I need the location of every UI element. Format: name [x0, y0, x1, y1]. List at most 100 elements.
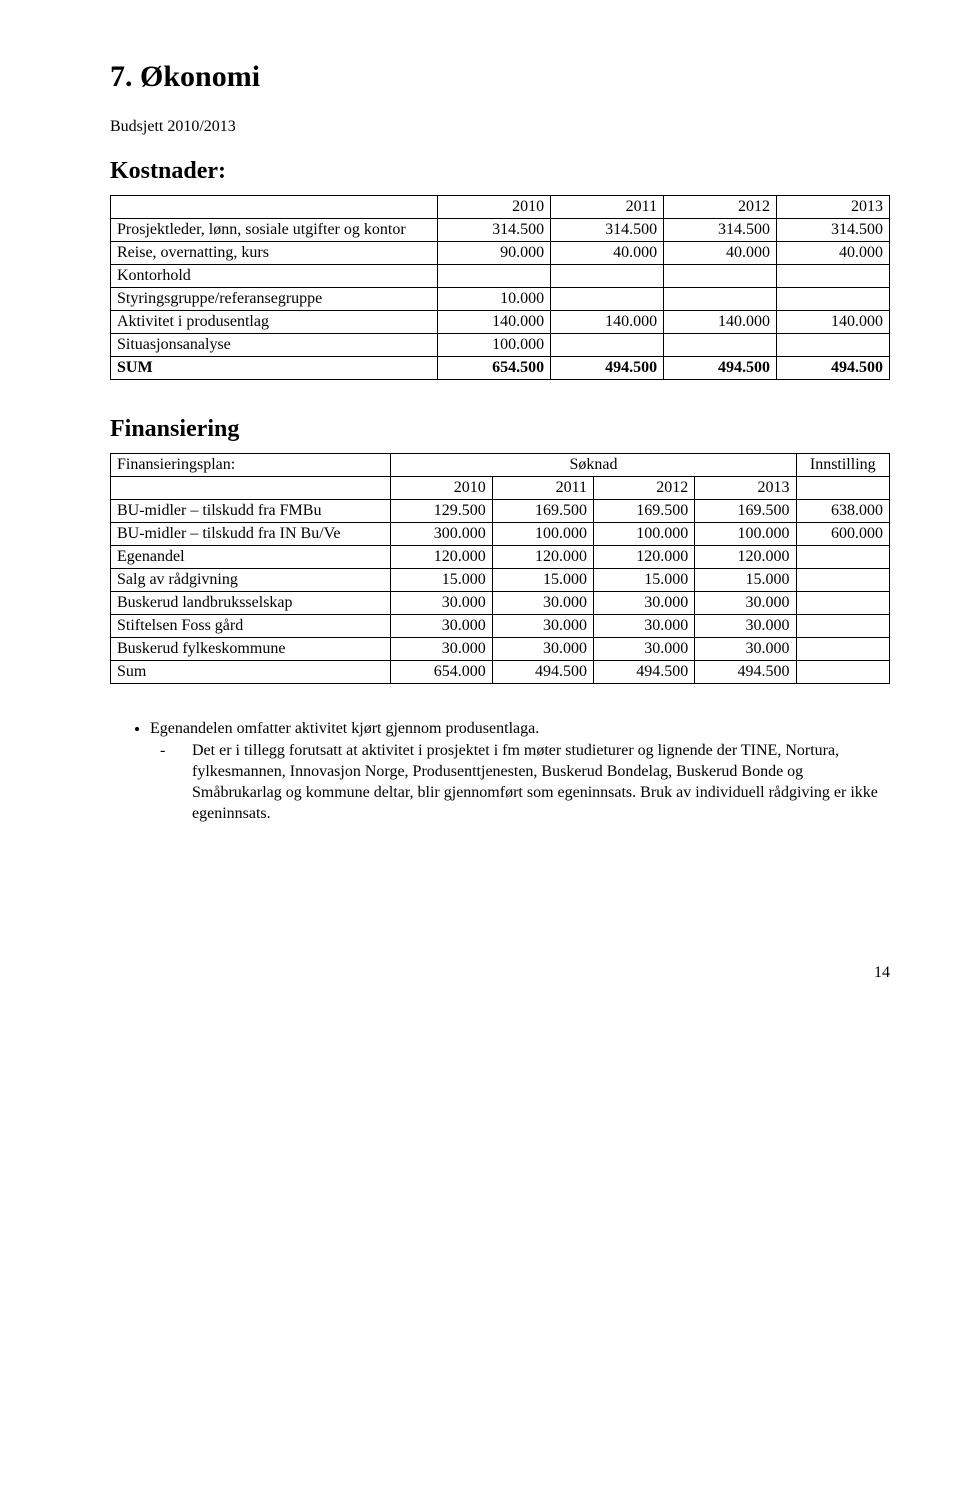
- cell: 100.000: [695, 523, 796, 546]
- cell: 40.000: [664, 242, 777, 265]
- sum-cell: 654.500: [438, 357, 551, 380]
- sum-cell: 494.500: [492, 661, 593, 684]
- cell: 169.500: [695, 500, 796, 523]
- innstilling-cell: [796, 592, 890, 615]
- notes-list: Egenandelen omfatter aktivitet kjørt gje…: [110, 720, 890, 824]
- table-row: BU-midler – tilskudd fra FMBu 129.500 16…: [111, 500, 890, 523]
- innstilling-cell: 638.000: [796, 500, 890, 523]
- kostnader-table: 2010 2011 2012 2013 Prosjektleder, lønn,…: [110, 195, 890, 380]
- cell: [551, 265, 664, 288]
- innstilling-cell: 600.000: [796, 523, 890, 546]
- cell: 10.000: [438, 288, 551, 311]
- header-blank: [111, 196, 438, 219]
- cell: 314.500: [777, 219, 890, 242]
- row-label: Stiftelsen Foss gård: [111, 615, 391, 638]
- sum-cell: 494.500: [695, 661, 796, 684]
- cell: 314.500: [438, 219, 551, 242]
- cell: 30.000: [695, 592, 796, 615]
- row-label: Salg av rådgivning: [111, 569, 391, 592]
- sum-cell: 494.500: [777, 357, 890, 380]
- row-label: Egenandel: [111, 546, 391, 569]
- table-row: Salg av rådgivning 15.000 15.000 15.000 …: [111, 569, 890, 592]
- sum-cell: 494.500: [593, 661, 694, 684]
- table-row: Situasjonsanalyse 100.000: [111, 334, 890, 357]
- table-row: Buskerud fylkeskommune 30.000 30.000 30.…: [111, 638, 890, 661]
- sum-cell: 654.000: [391, 661, 492, 684]
- sub-list: Det er i tillegg forutsatt at aktivitet …: [150, 740, 890, 824]
- bullet-text: Egenandelen omfatter aktivitet kjørt gje…: [150, 720, 539, 737]
- cell: 30.000: [391, 592, 492, 615]
- innstilling-cell: [796, 661, 890, 684]
- row-label: Kontorhold: [111, 265, 438, 288]
- dash-item: Det er i tillegg forutsatt at aktivitet …: [176, 740, 890, 824]
- year-header: 2011: [551, 196, 664, 219]
- sum-label: SUM: [111, 357, 438, 380]
- cell: 30.000: [391, 615, 492, 638]
- finansiering-heading: Finansiering: [110, 416, 890, 443]
- kostnader-heading: Kostnader:: [110, 158, 890, 185]
- row-label: BU-midler – tilskudd fra FMBu: [111, 500, 391, 523]
- cell: 100.000: [438, 334, 551, 357]
- header-blank: [111, 477, 391, 500]
- innstilling-cell: [796, 615, 890, 638]
- row-label: Buskerud fylkeskommune: [111, 638, 391, 661]
- cell: 30.000: [492, 615, 593, 638]
- cell: 30.000: [593, 592, 694, 615]
- cell: 120.000: [492, 546, 593, 569]
- table-row: BU-midler – tilskudd fra IN Bu/Ve 300.00…: [111, 523, 890, 546]
- cell: 129.500: [391, 500, 492, 523]
- row-label: Prosjektleder, lønn, sosiale utgifter og…: [111, 219, 438, 242]
- table-row: Stiftelsen Foss gård 30.000 30.000 30.00…: [111, 615, 890, 638]
- table-row: Styringsgruppe/referansegruppe 10.000: [111, 288, 890, 311]
- cell: 140.000: [664, 311, 777, 334]
- bullet-item: Egenandelen omfatter aktivitet kjørt gje…: [150, 720, 890, 824]
- innstilling-header: Innstilling: [796, 454, 890, 477]
- row-label: Styringsgruppe/referansegruppe: [111, 288, 438, 311]
- cell: 30.000: [695, 638, 796, 661]
- cell: 120.000: [593, 546, 694, 569]
- header-blank: [796, 477, 890, 500]
- cell: [777, 334, 890, 357]
- cell: 40.000: [551, 242, 664, 265]
- cell: [664, 288, 777, 311]
- cell: 140.000: [438, 311, 551, 334]
- cell: 30.000: [492, 638, 593, 661]
- year-header: 2013: [695, 477, 796, 500]
- page-number: 14: [110, 964, 890, 982]
- cell: 314.500: [551, 219, 664, 242]
- plan-label: Finansieringsplan:: [111, 454, 391, 477]
- year-header: 2012: [664, 196, 777, 219]
- cell: 30.000: [492, 592, 593, 615]
- cell: [664, 265, 777, 288]
- table-header-row-2: 2010 2011 2012 2013: [111, 477, 890, 500]
- innstilling-cell: [796, 569, 890, 592]
- table-header-row-1: Finansieringsplan: Søknad Innstilling: [111, 454, 890, 477]
- table-row: Buskerud landbruksselskap 30.000 30.000 …: [111, 592, 890, 615]
- sum-cell: 494.500: [551, 357, 664, 380]
- table-header-row: 2010 2011 2012 2013: [111, 196, 890, 219]
- row-label: BU-midler – tilskudd fra IN Bu/Ve: [111, 523, 391, 546]
- cell: 15.000: [391, 569, 492, 592]
- sum-row: Sum 654.000 494.500 494.500 494.500: [111, 661, 890, 684]
- table-row: Reise, overnatting, kurs 90.000 40.000 4…: [111, 242, 890, 265]
- table-row: Aktivitet i produsentlag 140.000 140.000…: [111, 311, 890, 334]
- cell: 169.500: [593, 500, 694, 523]
- cell: 120.000: [695, 546, 796, 569]
- cell: 15.000: [695, 569, 796, 592]
- year-header: 2010: [391, 477, 492, 500]
- cell: 40.000: [777, 242, 890, 265]
- innstilling-cell: [796, 546, 890, 569]
- table-row: Prosjektleder, lønn, sosiale utgifter og…: [111, 219, 890, 242]
- cell: 120.000: [391, 546, 492, 569]
- cell: [777, 288, 890, 311]
- sum-cell: 494.500: [664, 357, 777, 380]
- cell: [664, 334, 777, 357]
- cell: 169.500: [492, 500, 593, 523]
- soknad-header: Søknad: [391, 454, 796, 477]
- innstilling-cell: [796, 638, 890, 661]
- row-label: Buskerud landbruksselskap: [111, 592, 391, 615]
- cell: 30.000: [593, 615, 694, 638]
- row-label: Aktivitet i produsentlag: [111, 311, 438, 334]
- year-header: 2013: [777, 196, 890, 219]
- cell: 30.000: [391, 638, 492, 661]
